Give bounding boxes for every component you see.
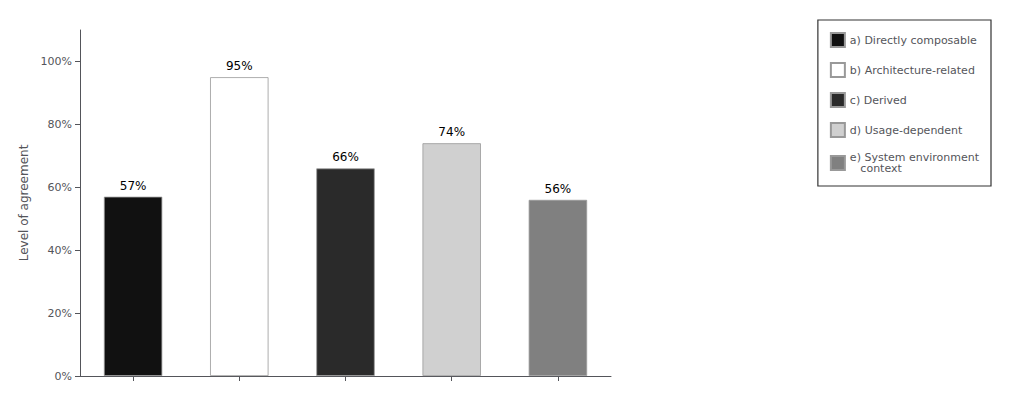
svg-text:74%: 74% — [438, 125, 465, 139]
svg-text:66%: 66% — [332, 150, 359, 164]
svg-text:57%: 57% — [120, 179, 147, 193]
svg-text:0%: 0% — [55, 370, 72, 383]
svg-text:95%: 95% — [226, 59, 253, 73]
svg-text:c) Derived: c) Derived — [850, 94, 907, 107]
svg-text:100%: 100% — [41, 55, 72, 68]
svg-text:e) System environment: e) System environment — [849, 151, 979, 164]
svg-text:context: context — [850, 162, 903, 175]
svg-text:20%: 20% — [48, 307, 72, 320]
svg-text:56%: 56% — [545, 182, 572, 196]
svg-text:d) Usage-dependent: d) Usage-dependent — [850, 124, 963, 137]
svg-text:80%: 80% — [48, 118, 72, 131]
svg-text:Level of agreement: Level of agreement — [17, 144, 31, 261]
svg-text:b) Architecture-related: b) Architecture-related — [850, 64, 975, 77]
svg-text:a) Directly composable: a) Directly composable — [850, 34, 977, 47]
svg-text:40%: 40% — [48, 244, 72, 257]
svg-text:60%: 60% — [48, 181, 72, 194]
